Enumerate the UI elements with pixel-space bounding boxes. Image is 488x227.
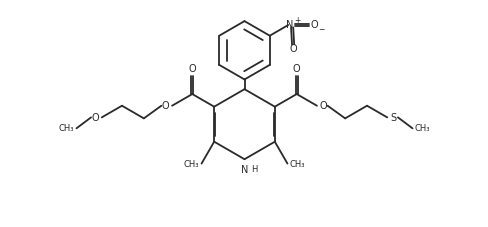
Text: CH₃: CH₃ [289,160,305,169]
Text: O: O [188,64,196,74]
Text: S: S [390,113,396,123]
Text: O: O [319,101,326,111]
Text: O: O [310,20,318,30]
Text: O: O [91,113,99,123]
Text: CH₃: CH₃ [414,124,429,133]
Text: N: N [240,165,248,175]
Text: CH₃: CH₃ [183,160,199,169]
Text: +: + [294,16,300,25]
Text: O: O [292,64,300,74]
Text: −: − [318,25,325,34]
Text: CH₃: CH₃ [59,124,74,133]
Text: N: N [286,20,293,30]
Text: O: O [162,101,169,111]
Text: H: H [250,165,257,174]
Text: O: O [289,44,296,54]
